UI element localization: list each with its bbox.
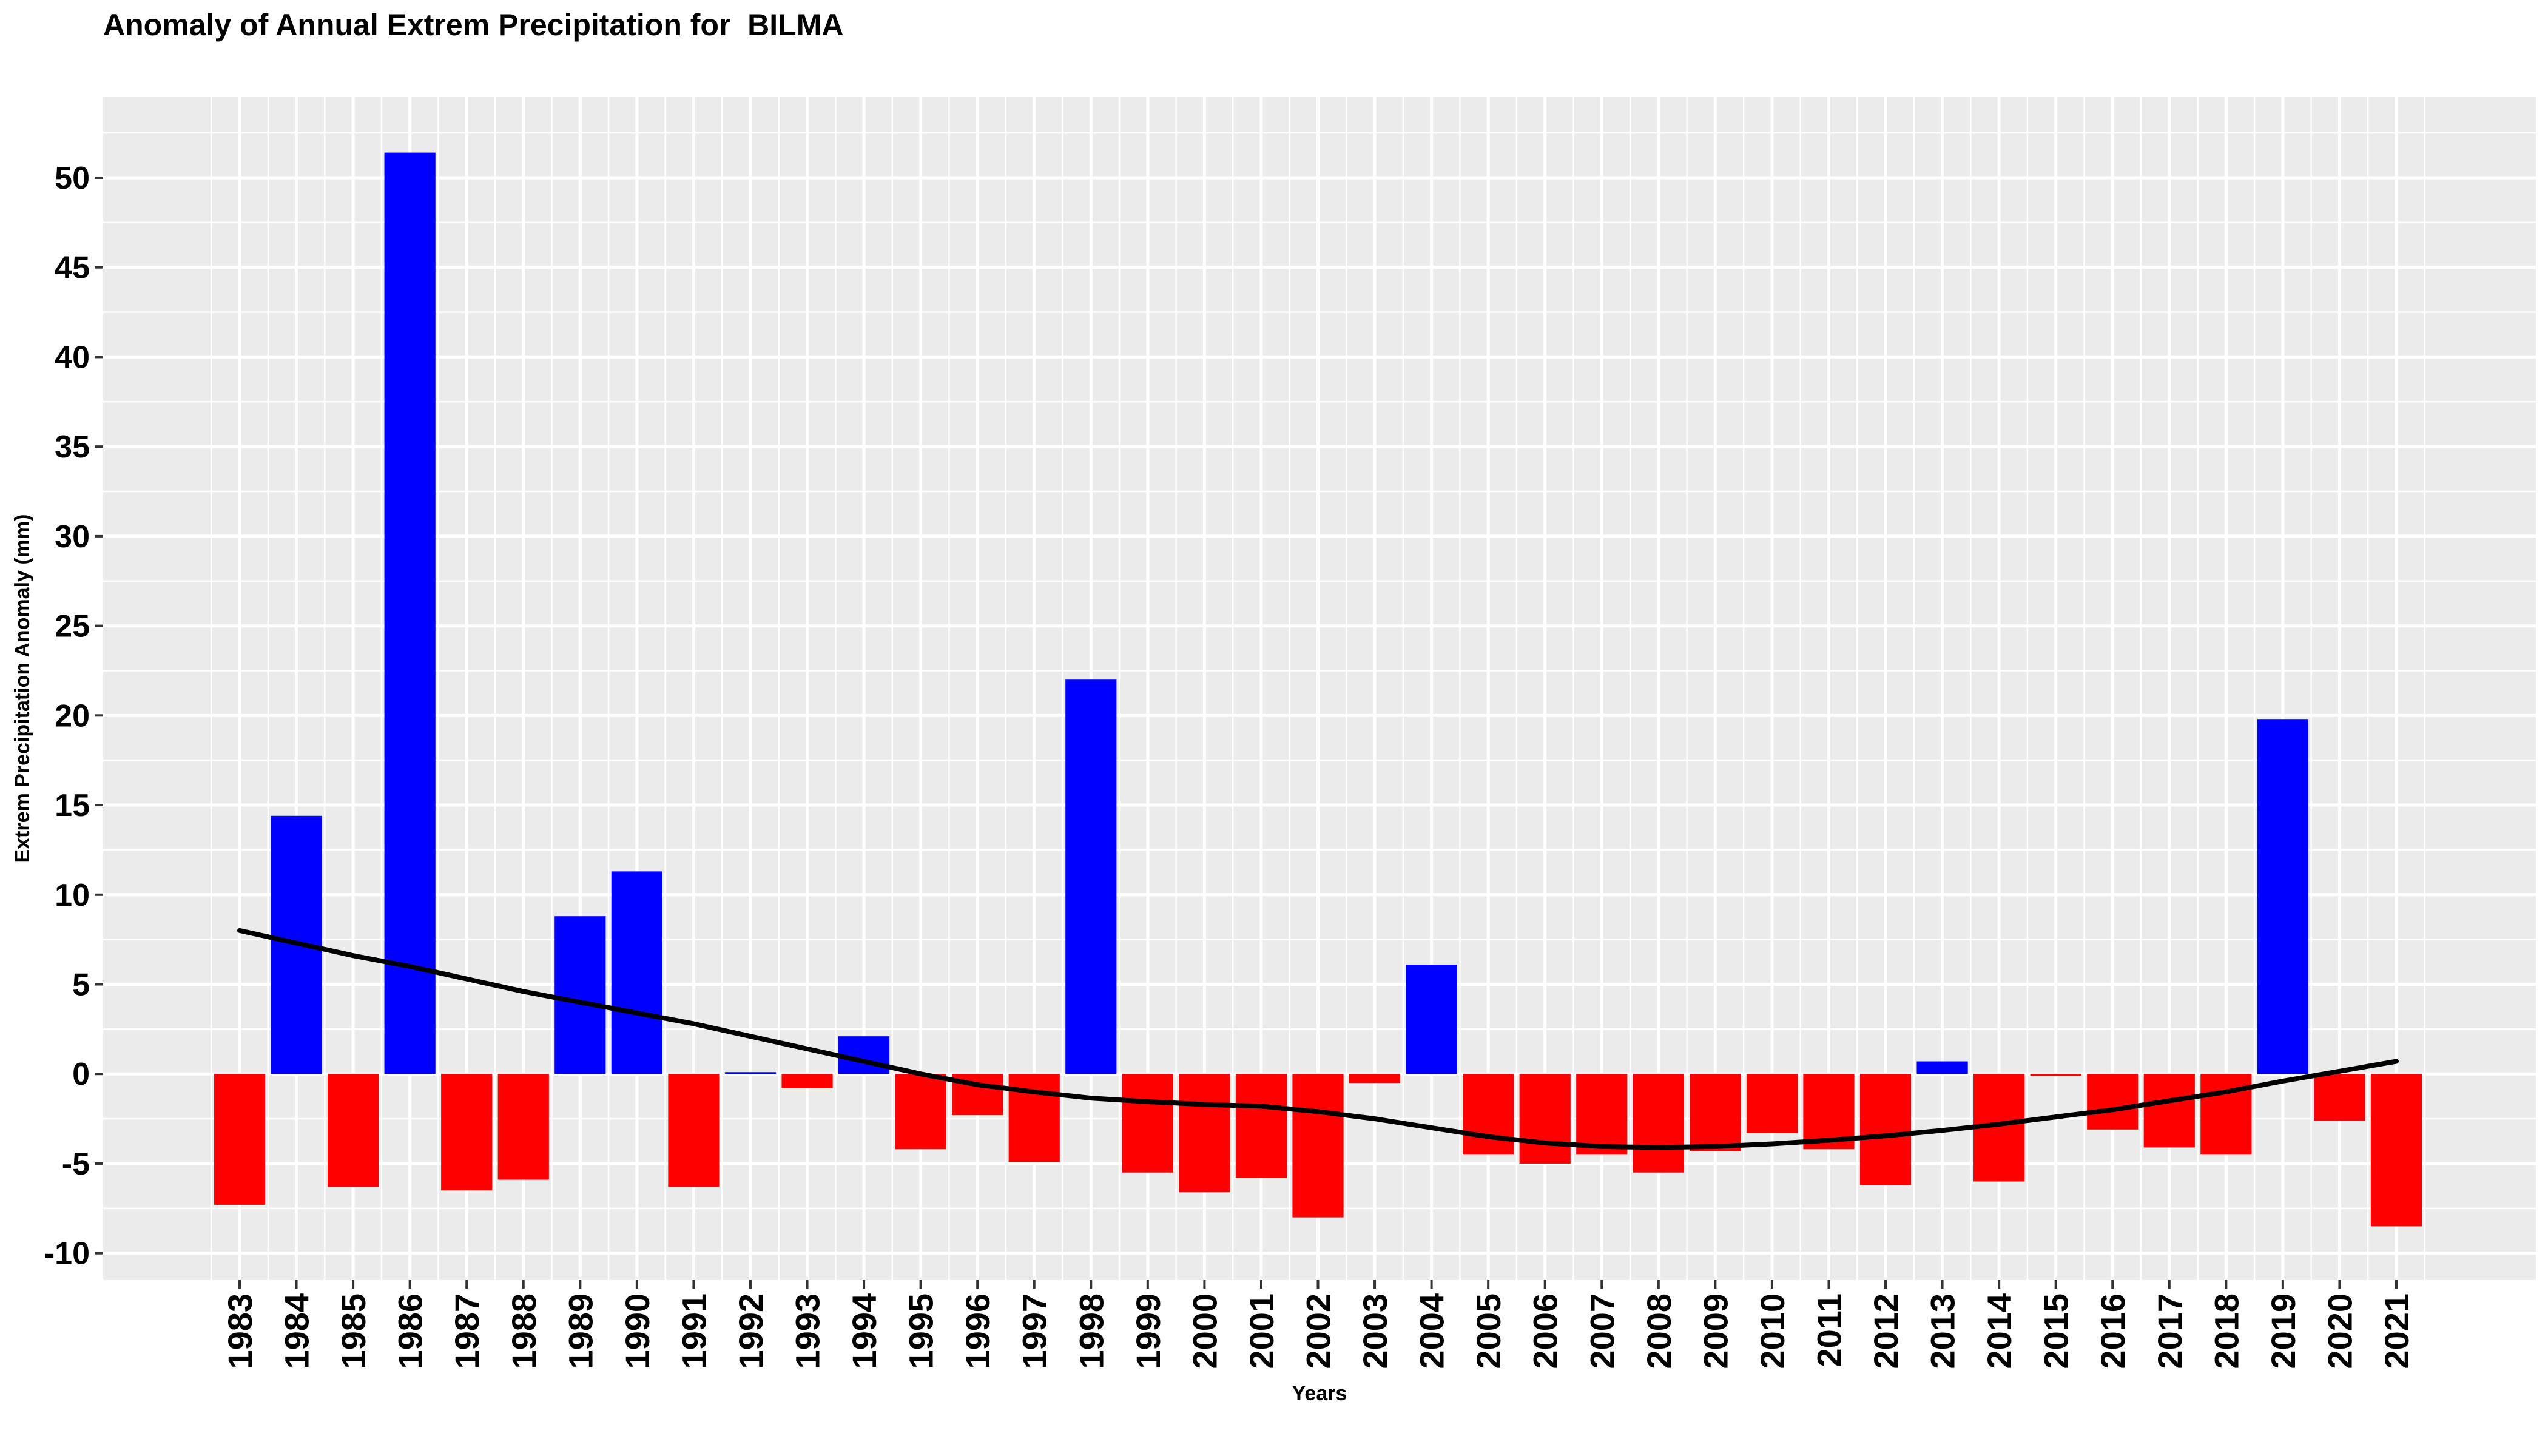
x-tick-label: 2018 xyxy=(2207,1293,2245,1369)
y-tick-label: 15 xyxy=(55,788,90,823)
x-tick-label: 2005 xyxy=(1469,1293,1508,1369)
bar-2016 xyxy=(2087,1074,2138,1130)
x-tick-label: 1987 xyxy=(448,1293,486,1369)
x-tick-label: 2002 xyxy=(1299,1293,1338,1369)
bar-2003 xyxy=(1349,1074,1401,1083)
x-tick-label: 1995 xyxy=(902,1293,940,1369)
bar-2019 xyxy=(2257,719,2308,1074)
bar-2015 xyxy=(2030,1074,2081,1076)
x-tick-label: 2015 xyxy=(2037,1293,2075,1369)
x-axis-label: Years xyxy=(1292,1382,1347,1405)
x-tick-label: 2003 xyxy=(1356,1293,1394,1369)
x-tick-label: 1996 xyxy=(959,1293,997,1369)
x-tick-label: 1992 xyxy=(732,1293,770,1369)
bar-2013 xyxy=(1916,1061,1968,1074)
x-tick-label: 1989 xyxy=(561,1293,599,1369)
bar-1997 xyxy=(1008,1074,1060,1162)
x-tick-label: 1999 xyxy=(1129,1293,1167,1369)
bar-2021 xyxy=(2370,1074,2422,1227)
y-tick-label: 50 xyxy=(55,161,90,196)
bar-2002 xyxy=(1292,1074,1344,1218)
x-tick-label: 1988 xyxy=(505,1293,543,1369)
bar-2005 xyxy=(1463,1074,1514,1155)
x-tick-label: 1985 xyxy=(334,1293,372,1369)
bar-layer xyxy=(214,152,2422,1227)
x-tick-label: 2021 xyxy=(2378,1293,2416,1369)
bar-2010 xyxy=(1746,1074,1798,1133)
x-tick-label: 1983 xyxy=(221,1293,259,1369)
x-tick-label: 1986 xyxy=(391,1293,430,1369)
bar-2020 xyxy=(2314,1074,2365,1121)
bar-1998 xyxy=(1065,679,1117,1074)
x-tick-label: 1990 xyxy=(618,1293,656,1369)
bar-2001 xyxy=(1235,1074,1287,1178)
x-tick-label: 1991 xyxy=(675,1293,713,1369)
y-tick-label: -10 xyxy=(44,1236,90,1272)
bar-2009 xyxy=(1690,1074,1741,1151)
x-tick-label: 1984 xyxy=(278,1293,316,1369)
bar-1989 xyxy=(554,916,606,1074)
bar-1995 xyxy=(895,1074,946,1150)
x-tick-label: 2009 xyxy=(1696,1293,1734,1369)
x-axis-ticks: 1983 1984 1985 1986 1987 1988 1989 1990 1991 1992… xyxy=(221,1280,2416,1369)
y-tick-label: 20 xyxy=(55,698,90,733)
bar-2004 xyxy=(1406,965,1457,1074)
y-tick-label: 40 xyxy=(55,340,90,375)
y-tick-label: 10 xyxy=(55,878,90,913)
x-tick-label: 2011 xyxy=(1810,1293,1848,1367)
x-tick-label: 2017 xyxy=(2151,1293,2189,1369)
bar-1986 xyxy=(384,152,436,1074)
bar-1999 xyxy=(1122,1074,1173,1173)
bar-2007 xyxy=(1576,1074,1628,1155)
x-tick-label: 2007 xyxy=(1583,1293,1621,1369)
x-tick-label: 2019 xyxy=(2264,1293,2302,1369)
trend-line xyxy=(237,928,2399,1150)
bar-2017 xyxy=(2143,1074,2195,1148)
y-tick-label: 45 xyxy=(55,251,90,286)
x-tick-label: 2016 xyxy=(2094,1293,2132,1369)
x-tick-label: 1993 xyxy=(789,1293,827,1369)
x-tick-label: 2020 xyxy=(2320,1293,2359,1369)
y-axis-label: Extrem Precipitation Anomaly (mm) xyxy=(11,514,34,863)
grid-layer xyxy=(103,97,2536,1299)
y-tick-label: 5 xyxy=(72,968,90,1003)
bar-2006 xyxy=(1519,1074,1571,1164)
bar-1983 xyxy=(214,1074,266,1205)
bar-2012 xyxy=(1859,1074,1912,1185)
y-axis-ticks: -10 -5 0 5 10 15 20 25 30 35 40 45 50 xyxy=(44,161,103,1272)
y-tick-label: 0 xyxy=(72,1057,90,1092)
bar-2008 xyxy=(1633,1074,1684,1173)
x-tick-label: 1997 xyxy=(1016,1293,1054,1369)
x-tick-label: 2008 xyxy=(1640,1293,1678,1369)
y-tick-label: 25 xyxy=(55,609,90,644)
bar-1987 xyxy=(441,1074,493,1191)
x-tick-label: 2014 xyxy=(1980,1293,2018,1369)
chart-title: Anomaly of Annual Extrem Precipitation f… xyxy=(103,8,844,42)
bar-1993 xyxy=(781,1074,833,1088)
bar-1988 xyxy=(497,1074,549,1180)
y-tick-label: 35 xyxy=(55,430,90,465)
x-tick-label: 1998 xyxy=(1072,1293,1110,1369)
bar-1991 xyxy=(668,1074,720,1187)
x-tick-label: 2012 xyxy=(1867,1293,1905,1369)
x-tick-label: 2006 xyxy=(1526,1293,1565,1369)
x-tick-label: 2000 xyxy=(1185,1293,1224,1369)
bar-1994 xyxy=(838,1036,890,1074)
x-tick-label: 2004 xyxy=(1413,1293,1451,1369)
bar-2000 xyxy=(1179,1074,1230,1193)
x-tick-label: 2013 xyxy=(1924,1293,1962,1369)
bar-1990 xyxy=(611,871,662,1074)
bar-1992 xyxy=(724,1072,777,1074)
x-tick-label: 2001 xyxy=(1242,1293,1281,1369)
x-tick-label: 2010 xyxy=(1753,1293,1791,1369)
y-tick-label: -5 xyxy=(62,1147,90,1182)
x-tick-label: 1994 xyxy=(845,1293,883,1369)
bar-1985 xyxy=(328,1074,379,1187)
y-tick-label: 30 xyxy=(55,519,90,554)
